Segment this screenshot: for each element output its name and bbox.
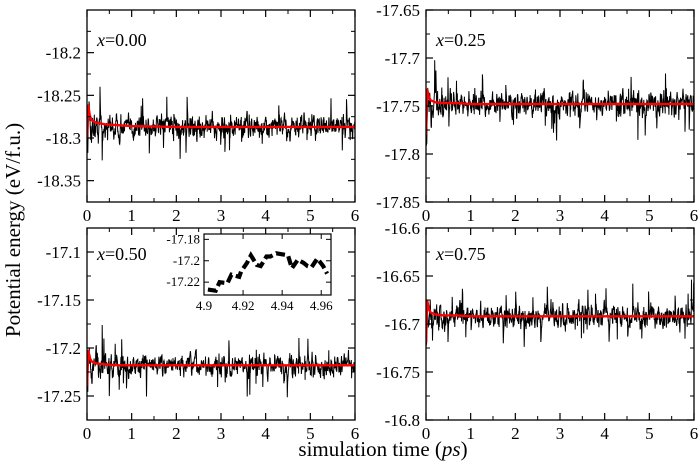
y-tick-label: -17.1	[46, 243, 81, 262]
x-tick-label: 4	[600, 206, 609, 225]
y-tick-label: -17.15	[37, 291, 81, 310]
composition-variable: x	[96, 30, 105, 50]
composition-label: x=0.50	[96, 244, 147, 264]
composition-value: =0.50	[105, 244, 147, 264]
inset-y-tick-label: -17.18	[166, 231, 200, 246]
x-tick-label: 5	[645, 206, 654, 225]
x-tick-label: 2	[511, 424, 520, 443]
x-axis-title-unit: ps	[440, 437, 461, 461]
x-tick-label: 2	[172, 206, 181, 225]
inset-frame	[203, 233, 332, 296]
inset-plot: 4.9 4.92 4.94 4.96 -17.22 -17.2 -17.18	[166, 231, 333, 313]
series-running-average	[426, 88, 694, 135]
series-instantaneous-energy	[87, 86, 355, 161]
x-tick-label: 1	[127, 206, 136, 225]
x-axis-title: simulation time (ps)	[298, 437, 467, 461]
series-running-average	[87, 104, 355, 139]
series-instantaneous-energy	[426, 60, 694, 147]
y-tick-label: -17.8	[385, 145, 420, 164]
inset-x-tick-label: 4.96	[310, 298, 333, 313]
y-tick-label: -17.25	[37, 387, 81, 406]
y-tick-label: -17.65	[376, 1, 420, 20]
x-tick-label: 4	[261, 206, 270, 225]
x-tick-label: 6	[351, 206, 360, 225]
x-tick-label: 1	[466, 206, 475, 225]
panel-1: 0 1 2 3 4 5 6 -17.85 -17.8 -17.75 -17.7 -17.65 x=0.2…	[376, 1, 698, 225]
y-tick-label: -16.6	[385, 219, 420, 238]
panel-0: 0 1 2 3 4 5 6 -18.35 -18.3 -18.25 -18.2 x=0.00	[37, 9, 360, 225]
y-tick-label: -18.35	[37, 172, 81, 191]
plot-area-0	[87, 86, 355, 161]
x-tick-label: 5	[306, 424, 315, 443]
y-tick-label: -16.8	[385, 411, 420, 430]
y-tick-label: -17.85	[376, 193, 420, 212]
y-tick-label: -16.75	[376, 363, 420, 382]
inset-x-tick-label: 4.9	[196, 298, 212, 313]
series-running-average	[87, 349, 355, 387]
panels: 0 1 2 3 4 5 6-18.35-18.3-18.25-18.2x=0.000 1 2 3 4…	[37, 1, 698, 443]
y-tick-label: -16.65	[376, 267, 420, 286]
x-tick-label: 1	[127, 424, 136, 443]
y-tick-label: -18.3	[46, 129, 81, 148]
composition-value: =0.00	[105, 30, 147, 50]
composition-label: x=0.00	[96, 30, 147, 50]
inset-series	[207, 251, 329, 293]
x-tick-label: 0	[422, 206, 431, 225]
inset-x-tick-label: 4.94	[271, 298, 294, 313]
y-tick-label: -16.7	[385, 315, 421, 334]
composition-variable: x	[435, 244, 444, 264]
composition-variable: x	[96, 244, 105, 264]
x-tick-label: 0	[83, 206, 92, 225]
inset-x-tick-label: 4.92	[232, 298, 255, 313]
composition-label: x=0.75	[435, 244, 486, 264]
x-tick-label: 3	[217, 206, 226, 225]
y-tick-label: -18.2	[46, 44, 81, 63]
series-instantaneous-energy	[426, 279, 694, 347]
y-tick-label: -17.7	[385, 49, 421, 68]
x-tick-label: 4	[261, 424, 270, 443]
x-tick-label: 5	[306, 206, 315, 225]
series-running-average	[426, 299, 694, 344]
x-tick-label: 6	[690, 424, 699, 443]
x-tick-label: 3	[556, 206, 565, 225]
x-tick-label: 6	[351, 424, 360, 443]
panel-3: 0 1 2 3 4 5 6 -16.8 -16.75 -16.7 -16.65 -16.6 x=0.75	[376, 219, 698, 443]
x-tick-label: 4	[600, 424, 609, 443]
y-axis-title: Potential energy (eV/f.u.)	[1, 123, 25, 337]
plot-area-3	[426, 279, 694, 347]
inset-y-tick-label: -17.2	[173, 253, 200, 268]
x-tick-label: 3	[556, 424, 565, 443]
plot-area-1	[426, 60, 694, 147]
x-axis-title-close: )	[461, 437, 468, 461]
x-tick-label: 1	[466, 424, 475, 443]
x-axis-title-text: simulation time (	[298, 437, 441, 461]
composition-variable: x	[435, 30, 444, 50]
composition-label: x=0.25	[435, 30, 486, 50]
y-tick-label: -18.25	[37, 86, 81, 105]
x-tick-label: 2	[172, 424, 181, 443]
x-tick-label: 0	[422, 424, 431, 443]
x-tick-label: 5	[645, 424, 654, 443]
composition-value: =0.75	[444, 244, 486, 264]
x-tick-label: 0	[83, 424, 92, 443]
series-instantaneous-energy	[87, 324, 355, 398]
plot-area-2	[87, 324, 355, 398]
x-tick-label: 2	[511, 206, 520, 225]
panel-2: 0 1 2 3 4 5 6-17.25-17.2-17.15-17.1 x=0.504.9 4.…	[37, 227, 360, 443]
x-tick-label: 6	[690, 206, 699, 225]
composition-value: =0.25	[444, 30, 486, 50]
x-tick-label: 3	[217, 424, 226, 443]
inset-y-tick-label: -17.22	[166, 274, 200, 289]
y-tick-label: -17.2	[46, 339, 81, 358]
y-tick-label: -17.75	[376, 97, 420, 116]
